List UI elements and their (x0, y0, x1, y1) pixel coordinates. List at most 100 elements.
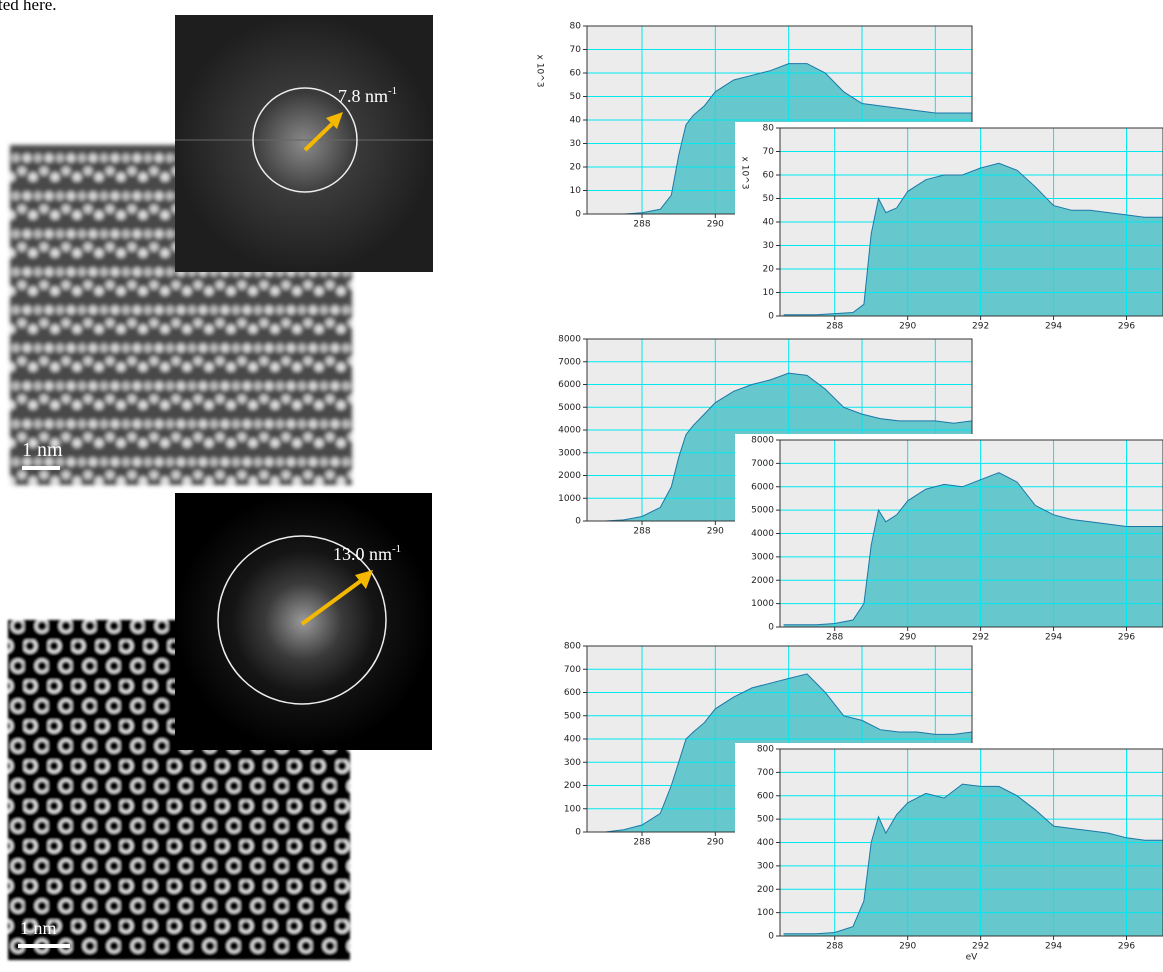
fft-label-text: 7.8 nm (338, 86, 388, 106)
spectrum-line (590, 63, 972, 214)
y-tick-label: 20 (570, 163, 582, 173)
spectrum-chart: 0 1000 2000 3000 4000 5000 6000 7000 8000 288 290 2… (735, 434, 1163, 657)
tem-image-2: 1 nm 13.0 nm-1 (8, 493, 432, 960)
y-tick-label: 0 (768, 312, 774, 322)
y-tick-label: 7000 (751, 459, 774, 469)
y-tick-label: 10 (570, 186, 582, 196)
tem-image-1: 1 nm 7.8 nm-1 (10, 15, 433, 485)
y-tick-label: 600 (757, 791, 774, 801)
y-tick-label: 400 (564, 735, 581, 745)
y-tick-label: 500 (757, 815, 774, 825)
x-tick-label: 288 (633, 838, 650, 848)
y-tick-label: 3000 (751, 552, 774, 562)
y-tick-label: 500 (564, 711, 581, 721)
x-tick-label: 296 (1118, 322, 1135, 332)
y-tick-label: 30 (570, 139, 582, 149)
y-tick-label: 4000 (751, 529, 774, 539)
arrow (303, 122, 334, 152)
x-tick-label: 290 (899, 322, 916, 332)
y-tick-label: 6000 (558, 380, 581, 390)
y-tick-label: 10 (763, 288, 775, 298)
y-tick-label: 700 (757, 768, 774, 778)
y-tick-label: 1000 (558, 494, 581, 504)
y-tick-label: 7000 (558, 357, 581, 367)
x-tick-label: 288 (826, 633, 843, 643)
y-tick-label: 20 (763, 265, 775, 275)
y-tick-label: 800 (757, 745, 774, 755)
y-tick-label: 4000 (558, 426, 581, 436)
spectrum-line (590, 673, 972, 832)
area-fill (783, 784, 1163, 936)
x-tick-label: 292 (972, 633, 989, 643)
y-tick-label: 0 (575, 828, 581, 838)
x-tick-label: 292 (972, 942, 989, 952)
y-tick-label: 800 (564, 642, 581, 652)
fft-circle (217, 535, 387, 705)
x-tick-label: 294 (1045, 322, 1062, 332)
y-tick-label: 0 (768, 623, 774, 633)
x-axis-label: eV (966, 953, 979, 963)
fft-image (175, 15, 433, 272)
x-tick-label: 288 (633, 527, 650, 537)
y-tick-label: 700 (564, 665, 581, 675)
y-tick-label: 0 (575, 517, 581, 527)
spectrum-line (590, 372, 972, 521)
y-tick-label: 70 (570, 45, 582, 55)
x-tick-label: 290 (707, 220, 724, 230)
y-tick-label: 6000 (751, 482, 774, 492)
y-tick-label: 30 (763, 241, 775, 251)
x-tick-label: 296 (1118, 942, 1135, 952)
y-tick-label: 1000 (751, 599, 774, 609)
y-tick-label: 300 (564, 758, 581, 768)
caption-fragment: ted here. (0, 0, 57, 14)
y-tick-label: 5000 (558, 403, 581, 413)
y-tick-label: 3000 (558, 448, 581, 458)
spectrum-line (783, 783, 1163, 935)
x-tick-label: 290 (899, 942, 916, 952)
scale-bar-label: 1 nm (22, 439, 63, 461)
fft-label: 7.8 nm-1 (338, 85, 397, 106)
x-tick-label: 288 (633, 220, 650, 230)
x-tick-label: 288 (826, 322, 843, 332)
y-tick-label: 80 (570, 22, 582, 32)
y-axis-label: x 10^3 (740, 157, 750, 190)
y-tick-label: 400 (757, 838, 774, 848)
fft-circle (252, 87, 358, 193)
spectrum-chart: 0 100 200 300 400 500 600 700 800 288 290 292 294 296… (735, 743, 1163, 966)
y-tick-label: 5000 (751, 506, 774, 516)
y-axis-label: x 10^3 (535, 55, 545, 88)
y-tick-label: 200 (757, 885, 774, 895)
arrow (300, 578, 364, 626)
y-tick-label: 100 (564, 804, 581, 814)
x-tick-label: 290 (707, 527, 724, 537)
fft-label-sup: -1 (392, 543, 401, 555)
y-tick-label: 8000 (558, 335, 581, 345)
spectrum-line (783, 472, 1163, 626)
y-tick-label: 100 (757, 908, 774, 918)
y-tick-label: 600 (564, 688, 581, 698)
y-tick-label: 0 (575, 210, 581, 220)
y-tick-label: 300 (757, 861, 774, 871)
y-tick-label: 2000 (558, 471, 581, 481)
fft-label-sup: -1 (388, 85, 397, 97)
x-tick-label: 292 (972, 322, 989, 332)
y-tick-label: 50 (570, 92, 582, 102)
y-tick-label: 50 (763, 194, 775, 204)
y-tick-label: 8000 (751, 436, 774, 446)
x-tick-label: 290 (707, 838, 724, 848)
y-tick-label: 70 (763, 147, 775, 157)
area-fill (783, 163, 1163, 316)
y-tick-label: 80 (763, 124, 775, 134)
x-tick-label: 288 (826, 942, 843, 952)
spectrum-chart: 01020304050607080288290292294296eVx 10^3 (735, 122, 1163, 346)
spectrum-line (783, 162, 1163, 316)
y-tick-label: 40 (763, 218, 775, 228)
x-tick-label: 290 (899, 633, 916, 643)
y-tick-label: 60 (570, 69, 582, 79)
charts: 0 10 20 30 40 50 60 70 80 288 290 292 294 296 eV x 10^3… (530, 20, 1163, 966)
y-tick-label: 40 (570, 116, 582, 126)
y-tick-label: 60 (763, 171, 775, 181)
y-tick-label: 2000 (751, 576, 774, 586)
x-tick-label: 294 (1045, 633, 1062, 643)
